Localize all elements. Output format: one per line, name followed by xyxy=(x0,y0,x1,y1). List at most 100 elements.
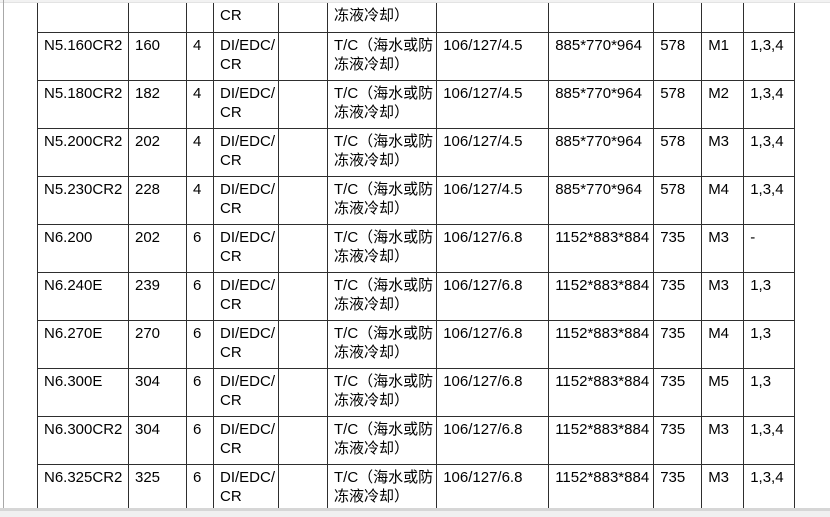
cell-ratio: 106/127/4.5 xyxy=(436,175,550,225)
cell-injection: DI/EDC/ CR xyxy=(212,319,280,369)
cell-cylinders: 6 xyxy=(186,367,214,417)
cell-cylinders: 4 xyxy=(186,175,214,225)
cell-cooling: T/C（海水或防 冻液冷却） xyxy=(327,367,438,417)
cell-power: 228 xyxy=(128,175,187,225)
cell-weight: 735 xyxy=(653,463,703,513)
engine-spec-table: CR 冻液冷却） N5.160CR2 160 4 DI/EDC/ CR T/C（… xyxy=(37,3,796,513)
cell-ratio: 106/127/6.8 xyxy=(436,367,550,417)
cell-power: 160 xyxy=(128,31,187,81)
cell-options xyxy=(743,3,796,33)
cell-empty xyxy=(278,175,329,225)
cell-dimensions: 885*770*964 xyxy=(548,31,655,81)
cell-cylinders xyxy=(186,3,214,33)
cell-marking: M4 xyxy=(701,175,745,225)
cell-empty xyxy=(278,319,329,369)
page-left-edge xyxy=(3,0,4,513)
cell-marking: M2 xyxy=(701,79,745,129)
cell-power: 202 xyxy=(128,127,187,177)
cell-options: 1,3,4 xyxy=(743,175,796,225)
cell-injection: DI/EDC/ CR xyxy=(212,463,280,513)
cell-marking: M3 xyxy=(701,415,745,465)
cell-dimensions: 1152*883*884 xyxy=(548,271,655,321)
cell-power xyxy=(128,3,187,33)
cell-model: N6.300E xyxy=(37,367,129,417)
cell-injection: DI/EDC/ CR xyxy=(212,367,280,417)
cell-dimensions: 885*770*964 xyxy=(548,127,655,177)
cell-injection: CR xyxy=(212,3,280,33)
cell-weight xyxy=(653,3,703,33)
cell-options: - xyxy=(743,223,796,273)
window-bottom-edge xyxy=(0,508,830,517)
cell-model: N5.230CR2 xyxy=(37,175,129,225)
table-row: N6.300CR2 304 6 DI/EDC/ CR T/C（海水或防 冻液冷却… xyxy=(37,415,796,465)
cell-cylinders: 4 xyxy=(186,79,214,129)
cell-empty xyxy=(278,271,329,321)
table-row: N6.300E 304 6 DI/EDC/ CR T/C（海水或防 冻液冷却） … xyxy=(37,367,796,417)
window-top-edge xyxy=(0,0,830,3)
cell-empty xyxy=(278,463,329,513)
cell-ratio: 106/127/4.5 xyxy=(436,127,550,177)
cell-injection: DI/EDC/ CR xyxy=(212,415,280,465)
cell-power: 239 xyxy=(128,271,187,321)
cell-ratio: 106/127/6.8 xyxy=(436,415,550,465)
cell-options: 1,3,4 xyxy=(743,463,796,513)
cell-marking: M4 xyxy=(701,319,745,369)
cell-empty xyxy=(278,223,329,273)
cell-model: N6.240E xyxy=(37,271,129,321)
table-row-partial: CR 冻液冷却） xyxy=(37,3,796,33)
cell-marking: M1 xyxy=(701,31,745,81)
cell-empty xyxy=(278,367,329,417)
cell-weight: 578 xyxy=(653,79,703,129)
table-row: N6.240E 239 6 DI/EDC/ CR T/C（海水或防 冻液冷却） … xyxy=(37,271,796,321)
cell-empty xyxy=(278,127,329,177)
cell-power: 182 xyxy=(128,79,187,129)
cell-options: 1,3,4 xyxy=(743,127,796,177)
cell-cooling: T/C（海水或防 冻液冷却） xyxy=(327,415,438,465)
cell-empty xyxy=(278,3,329,33)
table-row: N5.230CR2 228 4 DI/EDC/ CR T/C（海水或防 冻液冷却… xyxy=(37,175,796,225)
cell-cylinders: 6 xyxy=(186,223,214,273)
cell-weight: 578 xyxy=(653,175,703,225)
table-row: N5.160CR2 160 4 DI/EDC/ CR T/C（海水或防 冻液冷却… xyxy=(37,31,796,81)
cell-marking: M5 xyxy=(701,367,745,417)
cell-injection: DI/EDC/ CR xyxy=(212,31,280,81)
cell-model: N5.180CR2 xyxy=(37,79,129,129)
cell-options: 1,3 xyxy=(743,367,796,417)
cell-cooling: T/C（海水或防 冻液冷却） xyxy=(327,175,438,225)
cell-cooling: T/C（海水或防 冻液冷却） xyxy=(327,79,438,129)
cell-weight: 578 xyxy=(653,127,703,177)
cell-marking: M3 xyxy=(701,223,745,273)
cell-weight: 735 xyxy=(653,223,703,273)
cell-ratio: 106/127/6.8 xyxy=(436,319,550,369)
cell-ratio xyxy=(436,3,550,33)
cell-dimensions: 1152*883*884 xyxy=(548,463,655,513)
cell-ratio: 106/127/6.8 xyxy=(436,223,550,273)
cell-marking: M3 xyxy=(701,271,745,321)
cell-dimensions: 1152*883*884 xyxy=(548,415,655,465)
cell-injection: DI/EDC/ CR xyxy=(212,223,280,273)
cell-ratio: 106/127/4.5 xyxy=(436,31,550,81)
cell-options: 1,3,4 xyxy=(743,415,796,465)
cell-empty xyxy=(278,79,329,129)
cell-weight: 735 xyxy=(653,415,703,465)
cell-power: 304 xyxy=(128,367,187,417)
cell-dimensions: 885*770*964 xyxy=(548,79,655,129)
cell-cooling: T/C（海水或防 冻液冷却） xyxy=(327,271,438,321)
cell-model: N6.200 xyxy=(37,223,129,273)
cell-model: N5.160CR2 xyxy=(37,31,129,81)
cell-model: N6.300CR2 xyxy=(37,415,129,465)
cell-cylinders: 6 xyxy=(186,271,214,321)
cell-weight: 735 xyxy=(653,319,703,369)
cell-injection: DI/EDC/ CR xyxy=(212,271,280,321)
cell-ratio: 106/127/4.5 xyxy=(436,79,550,129)
cell-weight: 735 xyxy=(653,367,703,417)
cell-cooling: T/C（海水或防 冻液冷却） xyxy=(327,127,438,177)
cell-model xyxy=(37,3,129,33)
cell-cooling: T/C（海水或防 冻液冷却） xyxy=(327,463,438,513)
cell-empty xyxy=(278,415,329,465)
cell-options: 1,3,4 xyxy=(743,31,796,81)
cell-dimensions: 1152*883*884 xyxy=(548,367,655,417)
cell-marking: M3 xyxy=(701,127,745,177)
cell-marking xyxy=(701,3,745,33)
